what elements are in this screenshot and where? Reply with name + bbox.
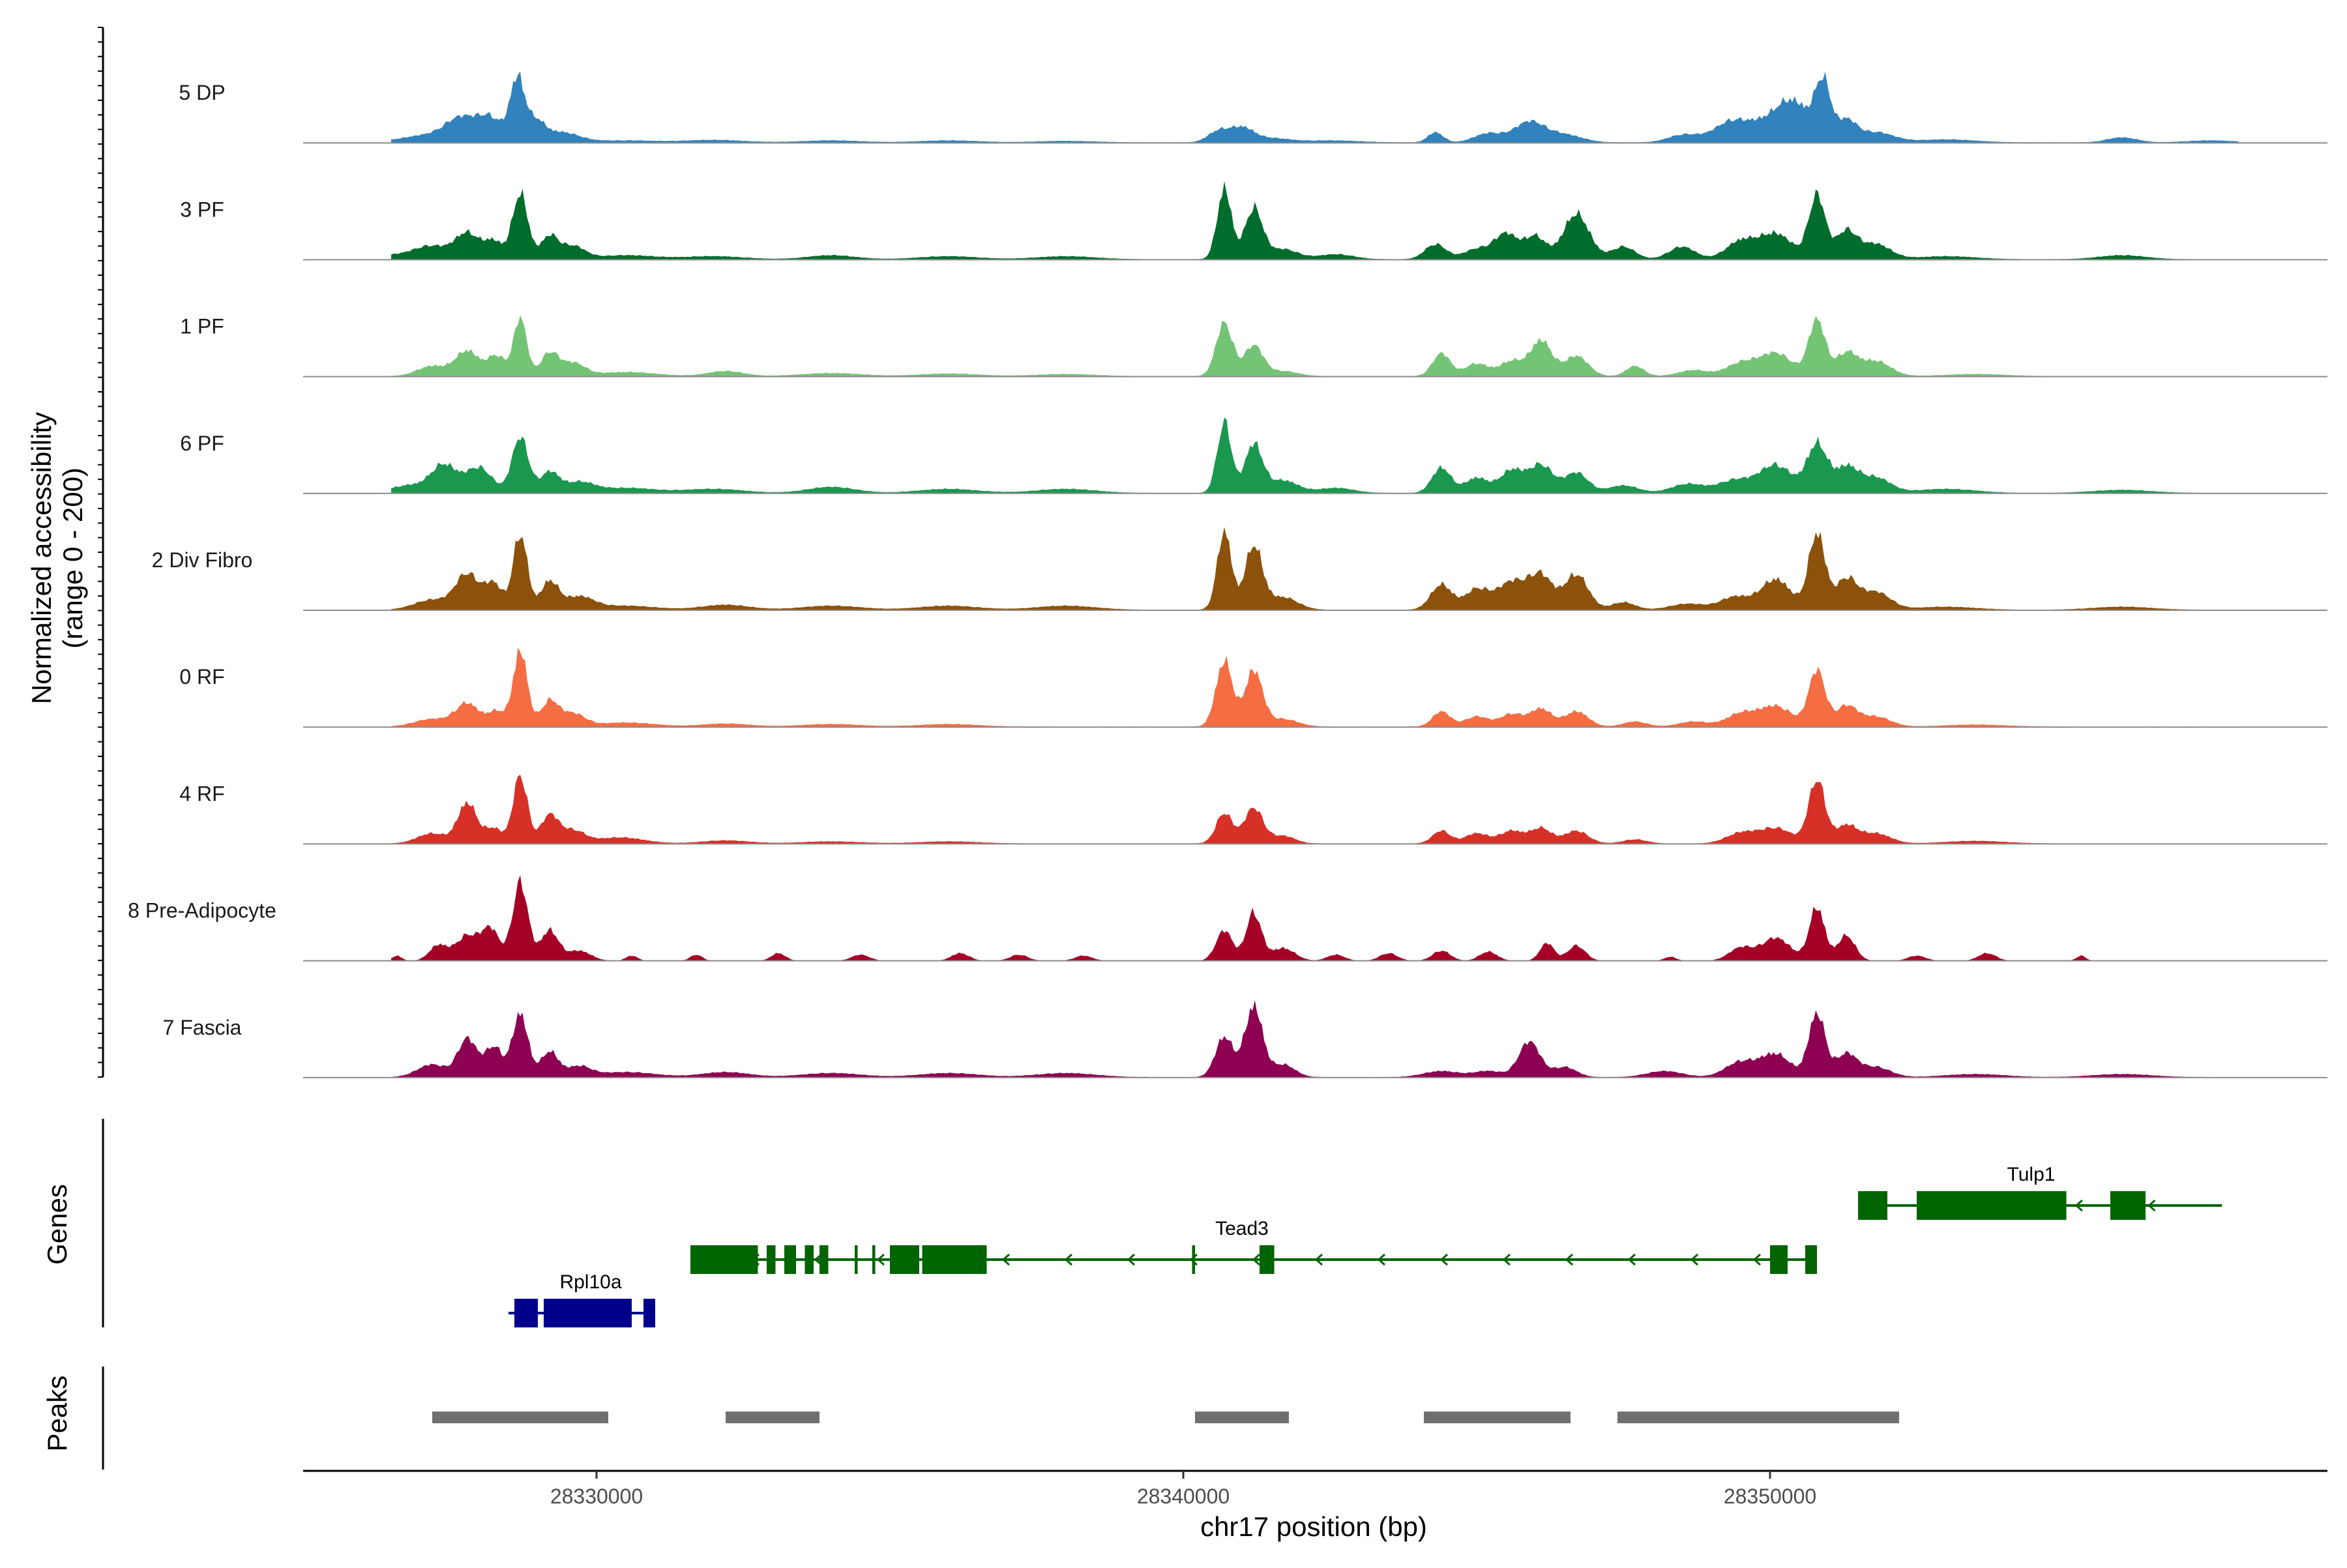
peak-region-1 — [726, 1412, 819, 1423]
exon-9 — [1192, 1245, 1195, 1274]
genes-panel-label: Genes — [42, 1184, 72, 1265]
track-6: 4 RF — [179, 775, 2327, 845]
track-label-4: 2 Div Fibro — [152, 548, 253, 572]
track-label-6: 4 RF — [179, 782, 224, 805]
exon-1 — [1917, 1191, 2067, 1220]
gene-annotation-panel: Tulp1 Tead3 Rpl10a — [509, 1164, 2222, 1327]
track-3: 6 PF — [180, 417, 2327, 494]
peak-region-3 — [1424, 1412, 1571, 1423]
track-label-1: 3 PF — [180, 198, 224, 221]
axes: Normalized accessibility (range 0 - 200)… — [26, 27, 2327, 1542]
y-axis-title-line1: Normalized accessibility — [26, 412, 57, 704]
x-tick-label-1: 28340000 — [1137, 1485, 1230, 1508]
peak-region-0 — [432, 1412, 608, 1423]
exon-6 — [872, 1245, 876, 1274]
exon-4 — [819, 1245, 829, 1274]
gene-label-2: Rpl10a — [559, 1271, 621, 1293]
coverage-area-7 — [391, 875, 2239, 961]
coverage-area-8 — [391, 999, 2239, 1078]
coverage-area-3 — [391, 417, 2239, 494]
coverage-tracks: 5 DP 3 PF 1 PF 6 PF 2 Div Fibro 0 RF 4 RF 8 Pre… — [128, 72, 2327, 1078]
track-1: 3 PF — [180, 181, 2327, 261]
gene-tulp1: Tulp1 — [1858, 1164, 2222, 1220]
strand-arrow — [1252, 1253, 1260, 1266]
strand-arrow — [1001, 1253, 1010, 1266]
strand-arrow — [1752, 1253, 1761, 1266]
track-5: 0 RF — [179, 647, 2327, 728]
exon-1 — [544, 1299, 632, 1327]
strand-arrow — [1502, 1253, 1511, 1266]
x-tick-label-0: 28330000 — [550, 1485, 643, 1508]
exon-2 — [2110, 1191, 2146, 1220]
peak-region-2 — [1195, 1412, 1289, 1423]
exon-12 — [1805, 1245, 1817, 1274]
gene-label-0: Tulp1 — [2007, 1164, 2056, 1185]
strand-arrow — [876, 1253, 885, 1266]
exon-0 — [690, 1245, 758, 1274]
exon-2 — [643, 1299, 655, 1327]
gene-label-1: Tead3 — [1215, 1218, 1269, 1239]
x-tick-label-2: 28350000 — [1724, 1485, 1816, 1508]
strand-arrow — [1439, 1253, 1448, 1266]
strand-arrow — [1064, 1253, 1072, 1266]
coverage-area-6 — [391, 775, 2239, 844]
gene-rpl10a: Rpl10a — [509, 1271, 655, 1327]
track-label-8: 7 Fascia — [163, 1016, 242, 1039]
strand-arrow — [2074, 1199, 2083, 1212]
exon-8 — [922, 1245, 987, 1274]
exon-3 — [804, 1245, 814, 1274]
coverage-area-5 — [391, 647, 2239, 728]
exon-10 — [1260, 1245, 1275, 1274]
track-8: 7 Fascia — [163, 999, 2327, 1078]
track-4: 2 Div Fibro — [152, 527, 2327, 611]
gene-tead3: Tead3 — [690, 1218, 1817, 1274]
strand-arrow — [1690, 1253, 1698, 1266]
coverage-area-1 — [391, 181, 2239, 260]
exon-7 — [890, 1245, 919, 1274]
exon-2 — [784, 1245, 796, 1274]
x-axis-title: chr17 position (bp) — [1200, 1511, 1427, 1542]
exon-0 — [1858, 1191, 1887, 1220]
coverage-area-2 — [391, 315, 2239, 377]
exon-11 — [1770, 1245, 1788, 1274]
peak-region-4 — [1617, 1412, 1899, 1423]
track-7: 8 Pre-Adipocyte — [128, 875, 2327, 962]
track-label-2: 1 PF — [180, 315, 224, 338]
y-axis-title-line2: (range 0 - 200) — [57, 467, 88, 649]
strand-arrow — [1377, 1253, 1385, 1266]
strand-arrow — [1314, 1253, 1323, 1266]
coverage-area-4 — [391, 527, 2239, 610]
peaks-panel — [432, 1412, 1899, 1423]
track-2: 1 PF — [180, 315, 2327, 377]
strand-arrow — [1565, 1253, 1573, 1266]
exon-0 — [514, 1299, 538, 1327]
track-0: 5 DP — [179, 72, 2327, 144]
exon-5 — [855, 1245, 858, 1274]
peaks-panel-label: Peaks — [42, 1376, 72, 1452]
exon-1 — [767, 1245, 776, 1274]
track-label-3: 6 PF — [180, 432, 224, 455]
track-label-5: 0 RF — [179, 665, 224, 688]
strand-arrow — [2148, 1199, 2156, 1212]
coverage-area-0 — [391, 72, 2239, 143]
track-label-7: 8 Pre-Adipocyte — [128, 899, 276, 923]
strand-arrow — [1627, 1253, 1636, 1266]
strand-arrow — [1127, 1253, 1135, 1266]
track-label-0: 5 DP — [179, 81, 225, 104]
